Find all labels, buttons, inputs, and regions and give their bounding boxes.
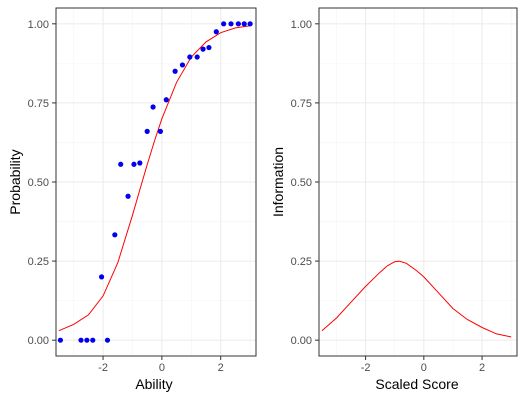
probability-panel: -2 0 2 0.00 0.25 0.50 0.75 1.00 Ability Probabi… bbox=[7, 7, 257, 392]
probability-data-point bbox=[118, 161, 124, 167]
probability-data-point bbox=[144, 128, 150, 134]
information-x-tick-label: 2 bbox=[479, 362, 485, 374]
information-curve-line bbox=[321, 260, 512, 338]
probability-data-point bbox=[247, 21, 253, 27]
probability-data-point bbox=[172, 68, 178, 74]
information-panel: -2 0 2 0.00 0.25 0.50 0.75 1.00 Scaled Score In… bbox=[270, 7, 518, 392]
information-axis-ticks: -2 0 2 0.00 0.25 0.50 0.75 1.00 bbox=[291, 19, 486, 374]
probability-data-point bbox=[157, 128, 164, 134]
probability-data-point bbox=[98, 274, 105, 280]
probability-data-point bbox=[235, 21, 241, 27]
probability-x-tick-label: -2 bbox=[98, 362, 108, 374]
probability-axis-ticks: -2 0 2 0.00 0.25 0.50 0.75 1.00 bbox=[28, 19, 224, 374]
probability-data-point bbox=[200, 46, 206, 52]
probability-data-point bbox=[90, 337, 96, 343]
probability-curve-line bbox=[58, 25, 251, 332]
information-x-tick-label: 0 bbox=[421, 362, 427, 374]
y-axis-title-information: Information bbox=[270, 147, 286, 217]
probability-data-point bbox=[194, 54, 200, 60]
probability-data-point bbox=[179, 62, 186, 68]
probability-data-point bbox=[163, 97, 169, 103]
probability-y-tick-label: 1.00 bbox=[28, 19, 49, 31]
probability-x-tick-label: 2 bbox=[218, 362, 224, 374]
y-axis-title-probability: Probability bbox=[7, 149, 23, 214]
information-y-tick-label: 0.50 bbox=[291, 177, 312, 189]
probability-data-point bbox=[150, 104, 156, 110]
information-y-tick-label: 0.75 bbox=[291, 98, 312, 110]
probability-data-point bbox=[104, 337, 111, 343]
probability-data-point bbox=[213, 29, 219, 35]
probability-data-point bbox=[78, 337, 84, 343]
probability-data-point bbox=[112, 232, 118, 238]
probability-data-point bbox=[187, 54, 193, 60]
information-y-tick-label: 0.25 bbox=[291, 256, 312, 268]
probability-data-point bbox=[137, 160, 143, 166]
probability-data-point bbox=[125, 193, 131, 199]
information-curve-layer bbox=[321, 260, 512, 338]
probability-y-tick-label: 0.25 bbox=[28, 256, 49, 268]
probability-data-point bbox=[241, 21, 247, 27]
probability-data-point bbox=[228, 21, 234, 27]
x-axis-title-ability: Ability bbox=[135, 376, 172, 392]
information-x-tick-label: -2 bbox=[361, 362, 371, 374]
probability-y-tick-label: 0.75 bbox=[28, 98, 49, 110]
probability-data-point bbox=[57, 337, 64, 343]
information-y-tick-label: 0.00 bbox=[291, 335, 312, 347]
probability-data-point bbox=[84, 337, 90, 343]
probability-grid bbox=[56, 8, 256, 356]
x-axis-title-scaled-score: Scaled Score bbox=[375, 376, 458, 392]
probability-curve-layer bbox=[58, 25, 251, 332]
probability-data-point bbox=[131, 161, 137, 167]
information-grid bbox=[319, 8, 517, 356]
probability-data-point bbox=[206, 44, 212, 51]
information-y-tick-label: 1.00 bbox=[291, 19, 312, 31]
probability-y-tick-label: 0.00 bbox=[28, 335, 49, 347]
probability-data-point bbox=[221, 21, 227, 27]
probability-x-tick-label: 0 bbox=[159, 362, 165, 374]
probability-y-tick-label: 0.50 bbox=[28, 177, 49, 189]
probability-points-layer bbox=[57, 21, 253, 343]
